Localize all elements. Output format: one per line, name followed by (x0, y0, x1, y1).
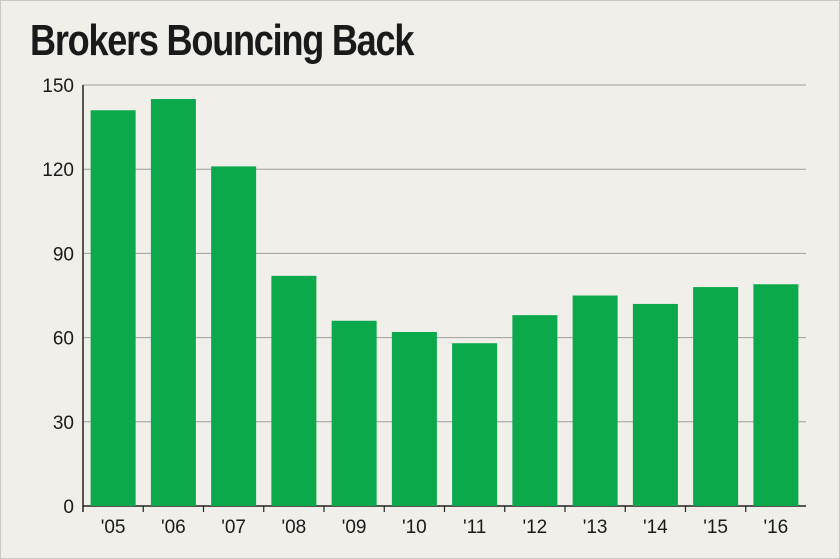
bar-11 (452, 343, 498, 506)
bar-07 (211, 166, 257, 507)
x-tick-label: '11 (463, 517, 486, 538)
y-tick-label: 90 (53, 244, 74, 265)
y-axis-ticks: 0 30 60 90 120 150 (42, 76, 74, 518)
x-tick-label: '16 (763, 517, 788, 538)
bar-05 (90, 110, 136, 506)
bar-12 (512, 315, 558, 506)
x-tick-label: '09 (342, 517, 367, 538)
y-tick-label: 120 (42, 160, 74, 181)
x-tick-label: '08 (281, 517, 306, 538)
bar-14 (632, 303, 678, 506)
x-tick-label: '14 (643, 517, 668, 538)
bar-16 (753, 284, 799, 506)
y-tick-label: 60 (53, 329, 74, 350)
chart-title: Brokers Bouncing Back (30, 16, 414, 65)
x-tick-label: '15 (703, 517, 728, 538)
x-tick-label: '05 (101, 517, 126, 538)
y-tick-label: 0 (63, 497, 74, 518)
x-axis-ticks: '05 '06 '07 '08 '09 '10 '11 '12 '13 '14 '15 '16 (101, 506, 788, 538)
x-tick-label: '07 (221, 517, 246, 538)
y-tick-label: 30 (53, 413, 74, 434)
bar-13 (572, 295, 618, 506)
x-tick-label: '10 (402, 517, 427, 538)
bar-08 (271, 275, 317, 506)
x-tick-label: '13 (583, 517, 608, 538)
y-tick-label: 150 (42, 76, 74, 97)
bar-09 (331, 320, 377, 506)
grid-lines (82, 84, 806, 512)
x-tick-label: '12 (522, 517, 547, 538)
x-tick-label: '06 (161, 517, 186, 538)
bar-10 (391, 331, 437, 506)
bar-06 (150, 99, 196, 507)
bars (90, 99, 799, 507)
bar-15 (693, 287, 739, 506)
